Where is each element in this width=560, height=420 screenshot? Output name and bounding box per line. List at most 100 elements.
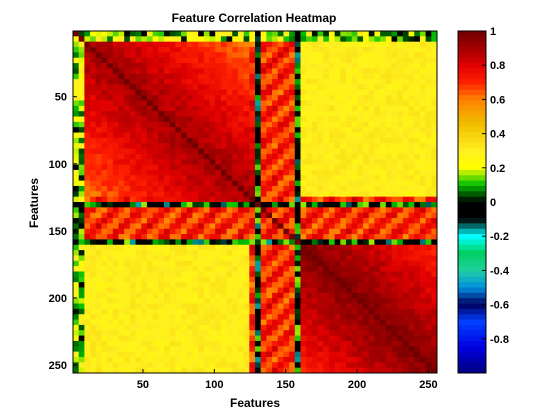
heatmap-cell xyxy=(272,335,279,342)
heatmap-cell xyxy=(237,228,245,235)
heatmap-cell xyxy=(112,287,119,294)
heatmap-cell xyxy=(198,52,205,59)
heatmap-cell xyxy=(328,234,336,240)
heatmap-cell xyxy=(249,223,256,230)
heatmap-cell xyxy=(374,73,381,80)
heatmap-cell xyxy=(232,116,239,123)
heatmap-cell xyxy=(209,367,216,374)
heatmap-cell xyxy=(283,132,290,139)
heatmap-cell xyxy=(141,153,148,160)
heatmap-cell xyxy=(135,116,142,123)
colorbar-swatch xyxy=(458,223,486,230)
heatmap-cell xyxy=(101,282,108,288)
heatmap-cell xyxy=(414,79,421,85)
heatmap-cell xyxy=(186,303,193,310)
heatmap-cell xyxy=(112,207,119,214)
heatmap-cell xyxy=(243,185,250,192)
heatmap-cell xyxy=(220,164,227,171)
heatmap-cell xyxy=(78,239,85,246)
heatmap-cell xyxy=(226,239,233,246)
heatmap-cell xyxy=(351,330,358,336)
heatmap-cell xyxy=(101,202,108,208)
heatmap-cell xyxy=(334,260,341,267)
heatmap-cell xyxy=(232,287,239,294)
heatmap-cell xyxy=(249,164,256,171)
heatmap-cell xyxy=(129,218,136,224)
heatmap-cell xyxy=(317,282,324,288)
heatmap-cell xyxy=(243,191,250,198)
heatmap-cell xyxy=(101,73,108,80)
heatmap-cell xyxy=(408,362,415,369)
heatmap-cell xyxy=(169,287,176,294)
heatmap-cell xyxy=(146,228,154,235)
heatmap-cell xyxy=(84,207,91,214)
heatmap-cell xyxy=(408,324,415,331)
heatmap-cell xyxy=(232,292,239,299)
heatmap-cell xyxy=(175,250,182,256)
heatmap-cell xyxy=(232,191,239,198)
heatmap-cell xyxy=(78,250,85,256)
heatmap-cell xyxy=(198,143,205,149)
heatmap-cell xyxy=(84,298,91,304)
heatmap-cell xyxy=(73,282,80,288)
heatmap-cell xyxy=(311,143,318,149)
heatmap-cell xyxy=(374,212,381,219)
heatmap-cell xyxy=(73,180,80,187)
heatmap-cell xyxy=(169,153,176,160)
heatmap-cell xyxy=(283,169,290,176)
heatmap-cell xyxy=(300,127,307,133)
heatmap-cell xyxy=(425,303,432,310)
heatmap-cell xyxy=(391,52,398,59)
heatmap-cell xyxy=(283,79,290,85)
heatmap-cell xyxy=(425,132,432,139)
heatmap-cell xyxy=(73,148,80,155)
heatmap-cell xyxy=(380,255,387,262)
heatmap-cell xyxy=(266,330,273,336)
heatmap-cell xyxy=(164,356,171,363)
heatmap-cell xyxy=(260,148,267,155)
heatmap-cell xyxy=(215,234,222,240)
heatmap-cell xyxy=(363,137,370,144)
heatmap-cell xyxy=(385,287,392,294)
heatmap-cell xyxy=(255,330,262,336)
heatmap-cell xyxy=(374,298,381,304)
heatmap-cell xyxy=(186,319,193,326)
heatmap-cell xyxy=(340,346,347,353)
heatmap-cell xyxy=(152,207,159,214)
heatmap-cell xyxy=(277,175,284,182)
heatmap-cell xyxy=(255,212,262,219)
heatmap-cell xyxy=(317,292,324,299)
heatmap-cell xyxy=(357,239,364,246)
heatmap-cell xyxy=(249,169,256,176)
heatmap-cell xyxy=(419,121,427,128)
heatmap-cell xyxy=(249,47,256,53)
heatmap-cell xyxy=(357,292,364,299)
heatmap-cell xyxy=(340,159,347,165)
heatmap-cell xyxy=(380,303,387,310)
heatmap-cell xyxy=(277,351,284,358)
colorbar-swatch xyxy=(458,31,486,37)
heatmap-cell xyxy=(397,223,404,230)
heatmap-cell xyxy=(249,153,256,160)
heatmap-cell xyxy=(192,335,199,342)
heatmap-cell xyxy=(300,324,307,331)
heatmap-cell xyxy=(277,367,284,374)
heatmap-cell xyxy=(95,319,102,326)
heatmap-cell xyxy=(175,351,182,358)
heatmap-cell xyxy=(84,196,91,203)
heatmap-cell xyxy=(368,132,375,139)
heatmap-cell xyxy=(192,52,199,59)
heatmap-cell xyxy=(152,116,159,123)
heatmap-cell xyxy=(380,31,387,37)
heatmap-cell xyxy=(232,207,239,214)
heatmap-cell xyxy=(73,175,80,182)
heatmap-cell xyxy=(192,95,199,101)
heatmap-cell xyxy=(169,180,176,187)
heatmap-cell xyxy=(419,79,427,85)
heatmap-cell xyxy=(203,282,210,288)
heatmap-cell xyxy=(158,180,165,187)
heatmap-cell xyxy=(346,260,353,267)
heatmap-cell xyxy=(374,111,381,117)
heatmap-cell xyxy=(368,223,375,230)
